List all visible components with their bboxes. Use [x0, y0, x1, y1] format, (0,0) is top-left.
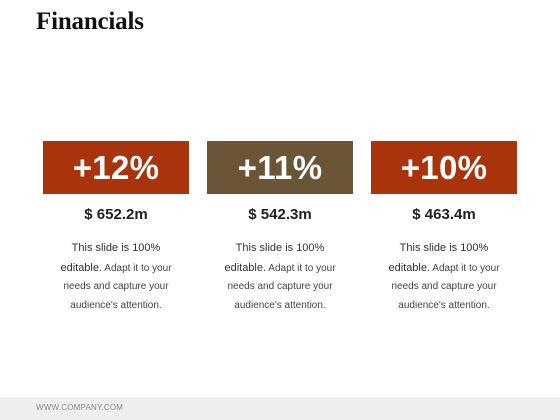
percent-value: +10%	[400, 148, 488, 186]
card-description: This slide is 100% editable. Adapt it to…	[46, 239, 186, 315]
description-rest: Adapt it to your needs and capture your …	[391, 262, 500, 311]
description-lead: This slide is 100%	[71, 242, 161, 254]
amount-value: $ 652.2m	[84, 206, 148, 223]
percent-box: +12%	[43, 141, 189, 194]
description-strong: editable.	[224, 261, 267, 274]
percent-value: +11%	[237, 148, 323, 186]
financial-card-3: +10% $ 463.4m This slide is 100% editabl…	[371, 141, 517, 315]
description-strong: editable.	[388, 261, 431, 274]
amount-value: $ 542.3m	[248, 206, 312, 223]
description-lead: This slide is 100%	[235, 242, 325, 254]
card-description: This slide is 100% editable. Adapt it to…	[210, 239, 350, 315]
financial-card-2: +11% $ 542.3m This slide is 100% editabl…	[207, 141, 353, 315]
footer-website: WWW.COMPANY.COM	[36, 403, 124, 412]
percent-box: +10%	[371, 141, 517, 194]
amount-value: $ 463.4m	[412, 206, 476, 223]
slide-title: Financials	[36, 8, 144, 35]
financial-card-1: +12% $ 652.2m This slide is 100% editabl…	[43, 141, 189, 315]
description-lead: This slide is 100%	[399, 242, 489, 254]
description-rest: Adapt it to your needs and capture your …	[63, 262, 172, 311]
description-strong: editable.	[60, 261, 103, 274]
percent-box: +11%	[207, 141, 353, 194]
description-rest: Adapt it to your needs and capture your …	[227, 262, 336, 311]
footer-bar: WWW.COMPANY.COM	[0, 397, 560, 420]
percent-value: +12%	[72, 148, 160, 186]
card-description: This slide is 100% editable. Adapt it to…	[374, 239, 514, 315]
